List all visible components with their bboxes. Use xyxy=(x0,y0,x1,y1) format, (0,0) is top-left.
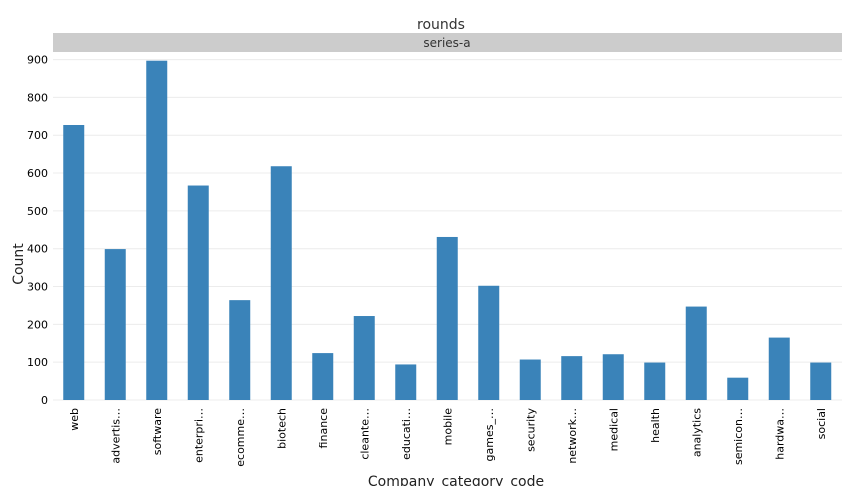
y-axis-title: Count xyxy=(11,243,27,285)
bar-4 xyxy=(229,300,251,400)
bar-10 xyxy=(478,285,500,400)
bar-7 xyxy=(353,316,375,400)
bar-3 xyxy=(187,185,209,400)
bar-15 xyxy=(685,306,707,400)
bar-2 xyxy=(146,60,168,400)
facet-strip-label: series-a xyxy=(423,36,470,50)
y-tick-label: 400 xyxy=(27,243,48,256)
x-tick-label: mobile xyxy=(441,408,454,446)
bar-16 xyxy=(727,377,749,400)
bar-9 xyxy=(436,236,458,400)
y-tick-label: 200 xyxy=(27,318,48,331)
bar-5 xyxy=(270,166,292,400)
x-axis-title: Company_category_code xyxy=(368,474,544,486)
bar-12 xyxy=(561,356,583,400)
x-tick-label: security xyxy=(524,408,537,452)
x-tick-label: finance xyxy=(317,408,330,449)
x-tick-label: cleante… xyxy=(358,408,371,460)
bar-11 xyxy=(519,359,541,400)
bar-8 xyxy=(395,364,417,400)
x-tick-label: medical xyxy=(607,408,620,451)
x-tick-label: hardwa… xyxy=(773,408,786,460)
x-tick-label: software xyxy=(151,408,164,455)
x-tick-label: social xyxy=(815,408,828,439)
x-tick-label: educati… xyxy=(400,408,413,460)
x-tick-label: ecomme… xyxy=(234,408,247,467)
y-tick-label: 700 xyxy=(27,129,48,142)
chart-title: rounds xyxy=(417,17,465,33)
bar-6 xyxy=(312,353,334,400)
x-tick-label: web xyxy=(68,408,81,431)
x-tick-label: enterpri… xyxy=(192,408,205,463)
y-tick-label: 900 xyxy=(27,54,48,67)
x-tick-label: health xyxy=(649,408,662,443)
y-tick-label: 100 xyxy=(27,356,48,369)
x-tick-label: advertis… xyxy=(109,408,122,464)
facet-strip xyxy=(53,33,842,52)
bar-17 xyxy=(768,337,790,400)
y-tick-label: 800 xyxy=(27,91,48,104)
bar-18 xyxy=(810,362,832,400)
x-tick-label: biotech xyxy=(275,408,288,449)
x-tick-label: semicon… xyxy=(732,408,745,465)
y-tick-label: 0 xyxy=(41,394,48,407)
bar-1 xyxy=(104,249,126,400)
y-tick-label: 600 xyxy=(27,167,48,180)
y-tick-label: 500 xyxy=(27,205,48,218)
x-tick-label: network… xyxy=(566,408,579,464)
x-tick-label: analytics xyxy=(690,408,703,457)
bar-14 xyxy=(644,362,666,400)
bar-13 xyxy=(602,354,624,400)
bar-0 xyxy=(63,125,85,401)
y-tick-label: 300 xyxy=(27,281,48,294)
x-tick-label: games_… xyxy=(483,408,496,461)
